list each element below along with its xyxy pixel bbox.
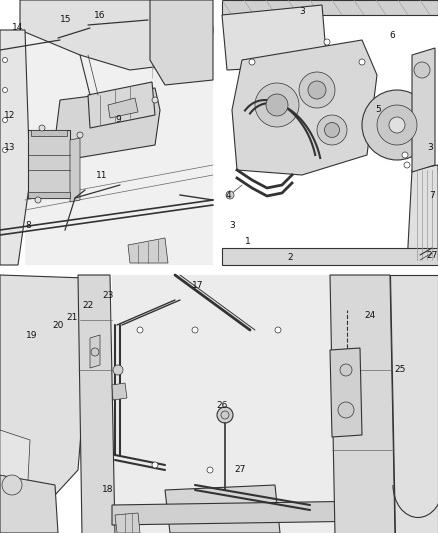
Polygon shape <box>330 348 362 437</box>
Circle shape <box>137 327 143 333</box>
Polygon shape <box>0 275 90 520</box>
Circle shape <box>3 87 7 93</box>
Text: 2: 2 <box>287 254 293 262</box>
Circle shape <box>207 467 213 473</box>
Polygon shape <box>78 275 115 533</box>
Text: 11: 11 <box>96 171 108 180</box>
Text: 13: 13 <box>4 143 16 152</box>
Bar <box>31 130 67 136</box>
Polygon shape <box>70 138 80 202</box>
Polygon shape <box>0 30 30 265</box>
Circle shape <box>77 132 83 138</box>
Text: 15: 15 <box>60 15 72 25</box>
Polygon shape <box>88 82 155 128</box>
Circle shape <box>226 191 234 199</box>
Polygon shape <box>25 0 213 265</box>
Text: 6: 6 <box>389 30 395 39</box>
Text: 4: 4 <box>225 190 231 199</box>
Circle shape <box>3 58 7 62</box>
Text: 25: 25 <box>394 366 406 375</box>
Polygon shape <box>222 0 438 15</box>
Circle shape <box>338 402 354 418</box>
Polygon shape <box>407 165 438 265</box>
Circle shape <box>362 90 432 160</box>
Polygon shape <box>112 500 438 525</box>
Polygon shape <box>128 238 168 263</box>
Bar <box>28 192 70 198</box>
Polygon shape <box>115 513 140 533</box>
Circle shape <box>2 475 22 495</box>
Text: 5: 5 <box>375 106 381 115</box>
Text: 16: 16 <box>94 12 106 20</box>
Text: 9: 9 <box>115 116 121 125</box>
Circle shape <box>340 364 352 376</box>
Circle shape <box>266 94 288 116</box>
Text: 3: 3 <box>229 221 235 230</box>
Polygon shape <box>112 275 438 533</box>
Text: 22: 22 <box>82 301 94 310</box>
Circle shape <box>308 81 326 99</box>
Polygon shape <box>55 88 160 160</box>
Text: 19: 19 <box>26 330 38 340</box>
Text: 18: 18 <box>102 486 114 495</box>
Text: 17: 17 <box>192 280 204 289</box>
Circle shape <box>255 83 299 127</box>
Polygon shape <box>108 98 138 118</box>
Circle shape <box>152 97 158 103</box>
Text: 27: 27 <box>234 465 246 474</box>
Text: 27: 27 <box>426 251 438 260</box>
Polygon shape <box>412 48 435 172</box>
Polygon shape <box>390 275 438 533</box>
Text: 21: 21 <box>66 313 78 322</box>
Text: 3: 3 <box>427 143 433 152</box>
Polygon shape <box>90 335 100 368</box>
Circle shape <box>317 115 347 145</box>
Text: 7: 7 <box>429 190 435 199</box>
Circle shape <box>324 39 330 45</box>
Text: 1: 1 <box>245 238 251 246</box>
Circle shape <box>404 162 410 168</box>
Text: 26: 26 <box>216 400 228 409</box>
Polygon shape <box>330 275 395 533</box>
Polygon shape <box>222 248 438 265</box>
Polygon shape <box>0 475 58 533</box>
Circle shape <box>299 72 335 108</box>
Circle shape <box>249 59 255 65</box>
Polygon shape <box>150 0 213 85</box>
Circle shape <box>389 117 405 133</box>
Polygon shape <box>222 5 327 70</box>
Circle shape <box>3 148 7 152</box>
Polygon shape <box>232 40 377 175</box>
Circle shape <box>3 117 7 123</box>
Circle shape <box>192 327 198 333</box>
Polygon shape <box>165 485 280 533</box>
Circle shape <box>275 327 281 333</box>
Circle shape <box>152 462 158 468</box>
Circle shape <box>39 125 45 131</box>
Circle shape <box>325 123 339 138</box>
Circle shape <box>377 105 417 145</box>
Polygon shape <box>0 430 30 480</box>
Text: 12: 12 <box>4 110 16 119</box>
Circle shape <box>113 365 123 375</box>
Circle shape <box>221 411 229 419</box>
Circle shape <box>359 59 365 65</box>
Text: 8: 8 <box>25 221 31 230</box>
Circle shape <box>402 152 408 158</box>
Polygon shape <box>20 0 213 70</box>
Circle shape <box>91 348 99 356</box>
Text: 14: 14 <box>12 23 24 33</box>
Circle shape <box>217 407 233 423</box>
Polygon shape <box>112 383 127 400</box>
Text: 3: 3 <box>299 7 305 17</box>
Text: 20: 20 <box>52 320 64 329</box>
Bar <box>28 130 70 198</box>
Circle shape <box>414 62 430 78</box>
Text: 23: 23 <box>102 290 114 300</box>
Text: 24: 24 <box>364 311 376 319</box>
Circle shape <box>35 197 41 203</box>
